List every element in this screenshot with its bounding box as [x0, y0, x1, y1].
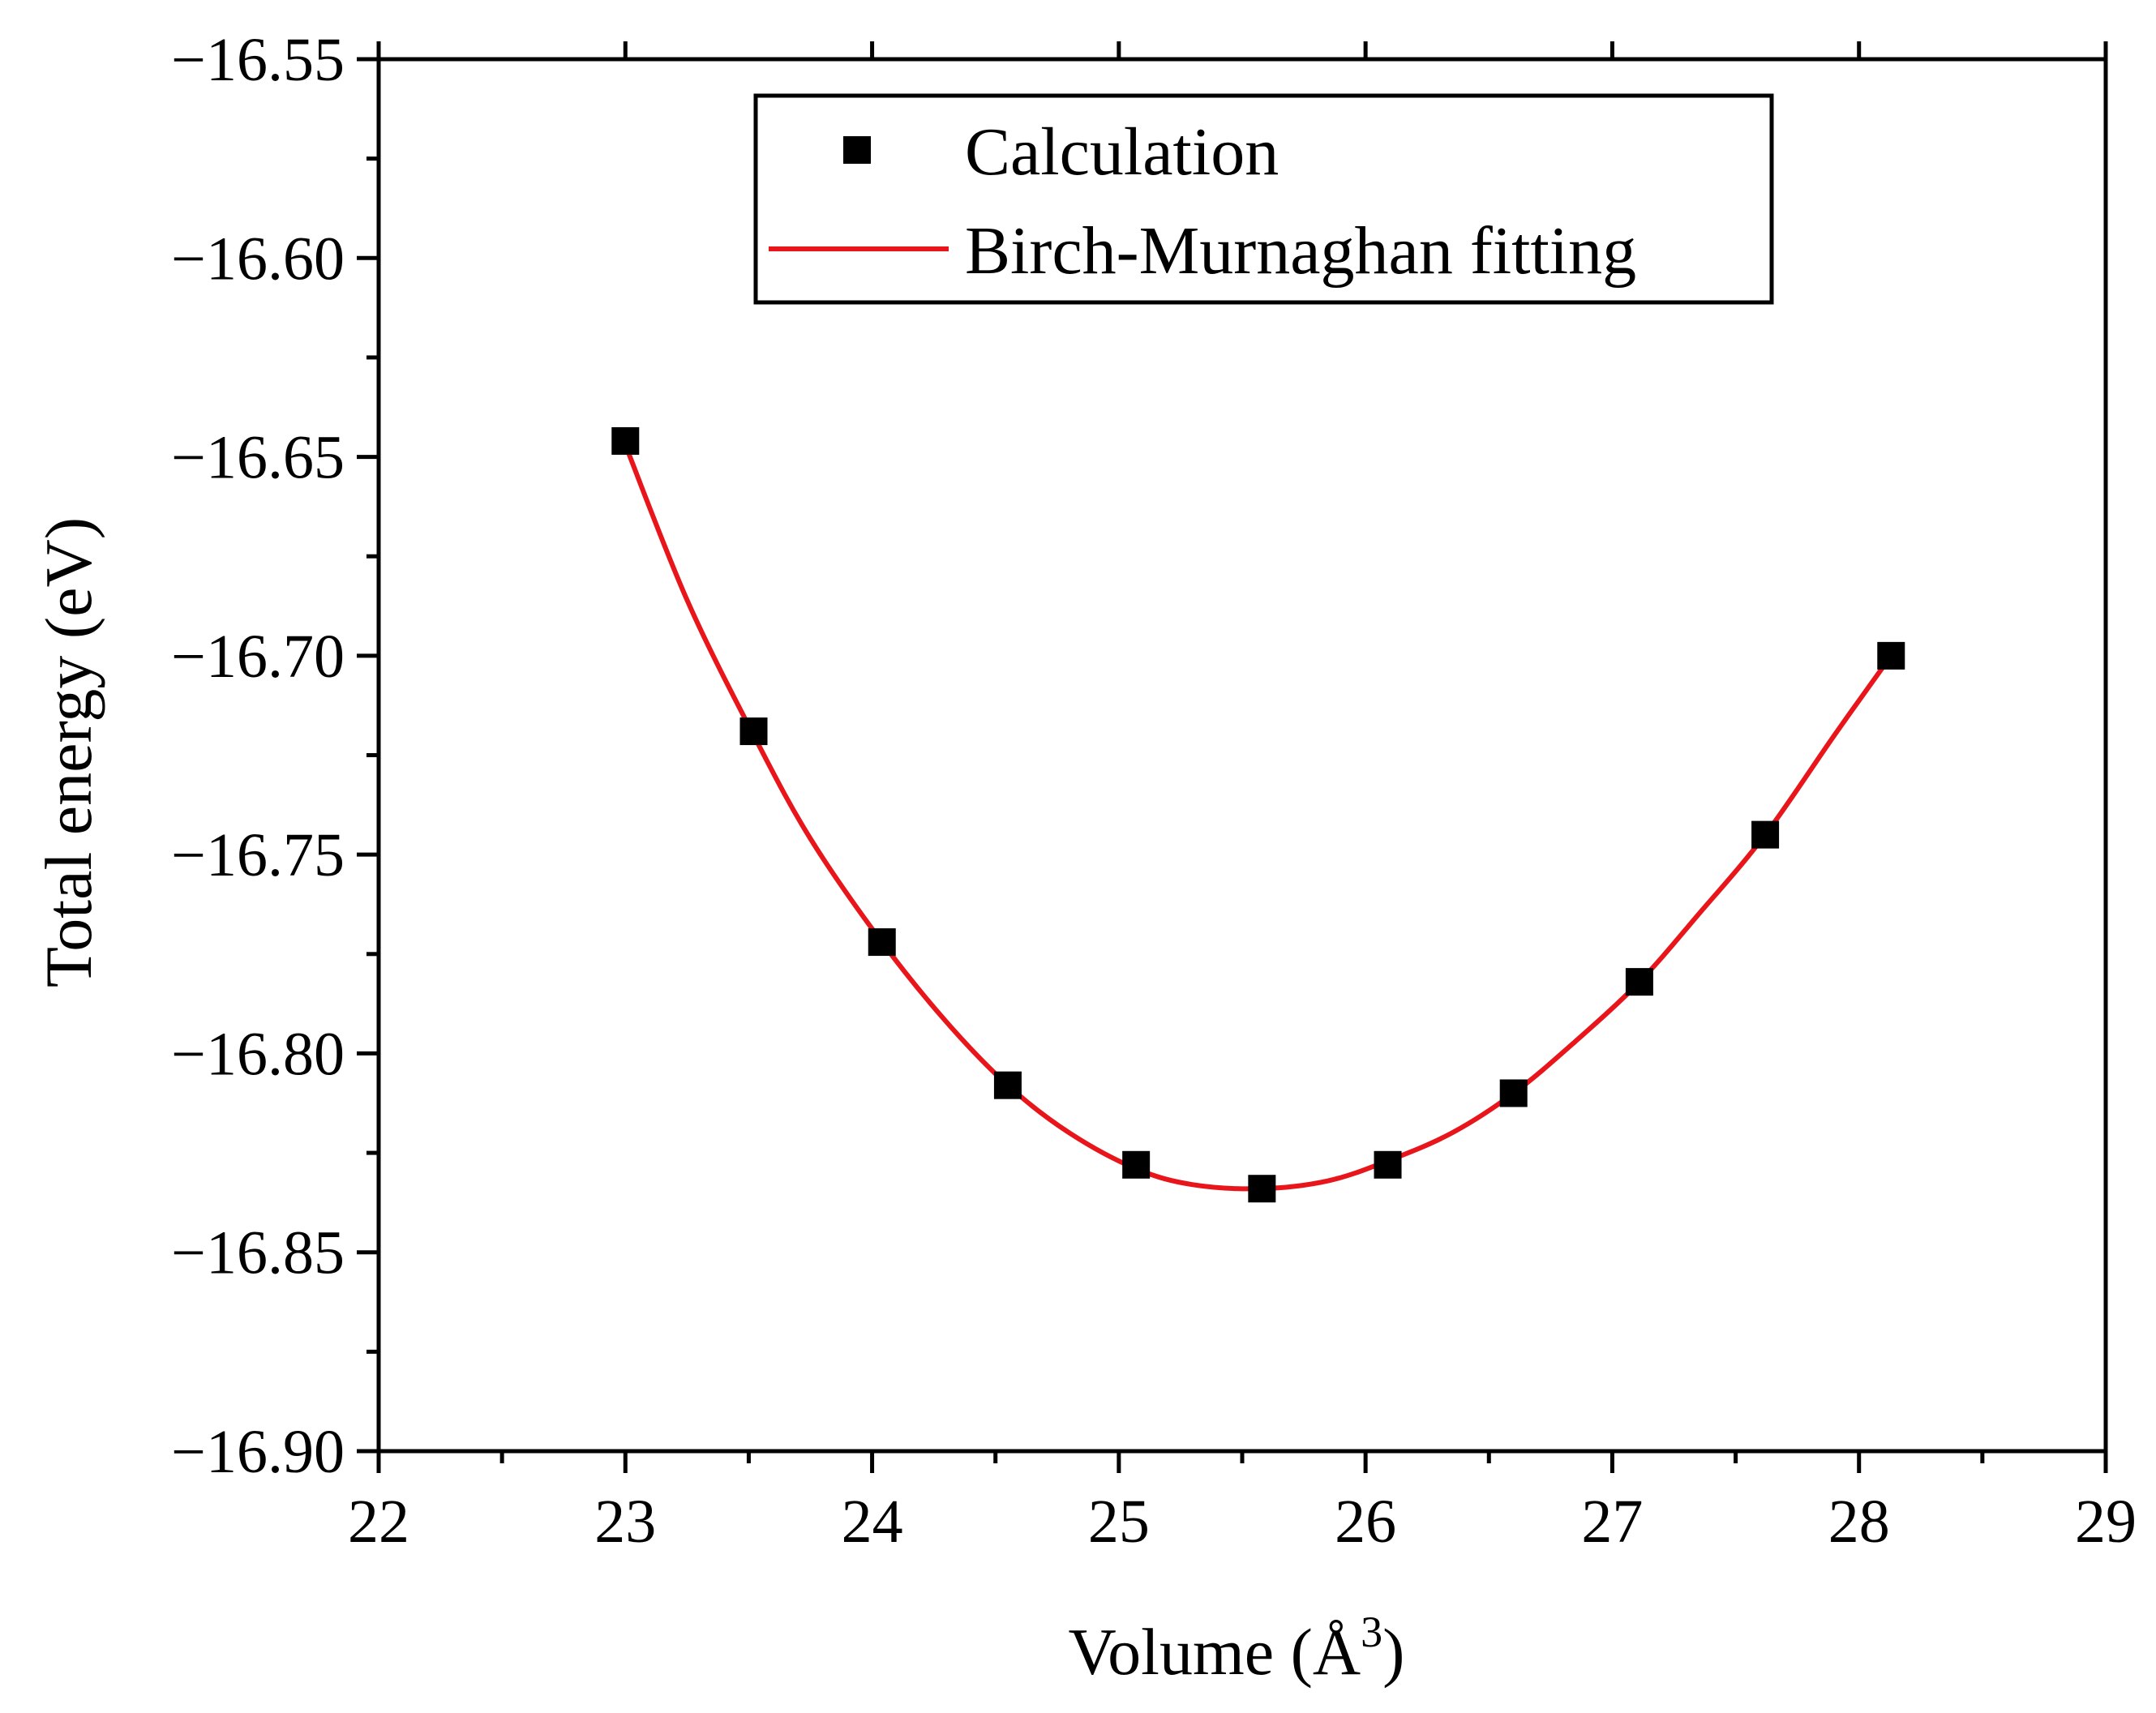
y-axis-title: Total energy (eV) [32, 517, 105, 987]
x-tick-label: 24 [842, 1488, 903, 1556]
y-axis-ticks: −16.55 −16.60 −16.65 −16.70 −16.75 −16.80 −16.… [171, 26, 379, 1486]
x-tick-label: 29 [2075, 1488, 2137, 1556]
y-tick-label: −16.75 [171, 821, 345, 889]
calculation-point [868, 928, 896, 957]
x-tick-label: 22 [348, 1488, 409, 1556]
y-tick-label: −16.65 [171, 424, 345, 492]
calculation-point [1877, 641, 1905, 670]
legend-label-calculation: Calculation [965, 114, 1279, 190]
legend-marker-calculation [843, 136, 871, 164]
calculation-point [1248, 1175, 1276, 1203]
legend-label-fit: Birch-Murnaghan fitting [965, 213, 1636, 289]
y-tick-label: −16.60 [171, 225, 345, 293]
calculation-point [739, 717, 768, 746]
y-tick-label: −16.80 [171, 1020, 345, 1088]
x-tick-label: 27 [1581, 1488, 1643, 1556]
calculation-markers [611, 426, 1905, 1203]
y-tick-label: −16.55 [171, 26, 345, 94]
y-tick-label: −16.90 [171, 1418, 345, 1486]
calculation-point [1499, 1079, 1528, 1107]
x-tick-label: 23 [594, 1488, 656, 1556]
x-tick-label: 25 [1088, 1488, 1150, 1556]
legend-box [753, 93, 1774, 305]
legend: Calculation Birch-Murnaghan fitting [753, 93, 1774, 305]
calculation-point [1625, 968, 1653, 996]
birch-murnaghan-fit-line [623, 443, 1893, 1192]
x-axis-title: Volume (Å3) [1069, 1608, 1405, 1689]
x-axis-ticks: 22 23 24 25 26 27 28 29 [348, 41, 2137, 1556]
calculation-point [1751, 820, 1780, 849]
y-tick-label: −16.85 [171, 1219, 345, 1287]
calculation-point [993, 1071, 1022, 1099]
fit-line-group [623, 443, 1893, 1192]
calculation-point [1122, 1150, 1151, 1179]
x-tick-label: 26 [1335, 1488, 1396, 1556]
y-tick-label: −16.70 [171, 623, 345, 691]
calculation-point [611, 426, 640, 455]
calculation-point [1374, 1150, 1402, 1179]
x-tick-label: 28 [1828, 1488, 1890, 1556]
